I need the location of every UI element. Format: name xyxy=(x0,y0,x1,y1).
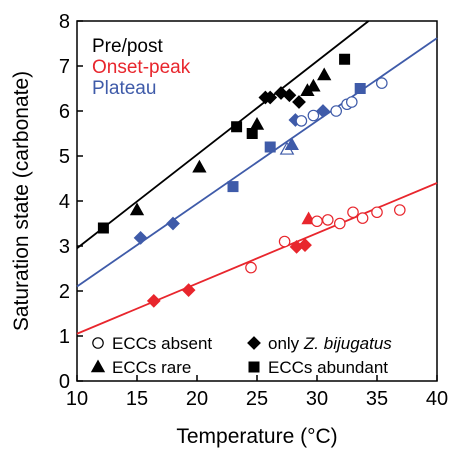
data-point-series-0-triangle xyxy=(306,78,321,92)
x-tick-label: 25 xyxy=(246,388,268,410)
data-point-series-0-triangle xyxy=(317,67,332,81)
y-tick-label: 2 xyxy=(59,281,70,303)
fit-line-series-2 xyxy=(76,37,438,288)
data-point-series-2-square xyxy=(264,141,276,153)
data-point-series-0-triangle xyxy=(192,159,207,173)
data-point-series-0-diamond xyxy=(263,90,278,105)
data-point-series-1-diamond xyxy=(146,293,161,308)
marker-legend: ECCs absent only Z. bijugatus ECCs rare … xyxy=(90,334,392,377)
marker-legend-label-only: only xyxy=(268,334,304,353)
data-point-series-1-circle xyxy=(311,215,323,228)
x-tick-label: 10 xyxy=(66,388,88,410)
marker-legend-item-ecc-rare xyxy=(90,359,106,373)
y-axis-label: Saturation state (carbonate) xyxy=(10,71,33,331)
x-axis-label: Temperature (°C) xyxy=(176,425,337,448)
marker-legend-symbol-square xyxy=(248,361,260,373)
data-point-series-0-triangle xyxy=(129,202,145,216)
data-point-series-2-triangle xyxy=(284,137,299,151)
series-legend: Pre/post Onset-peak Plateau xyxy=(92,36,191,99)
data-point-series-0-diamond xyxy=(282,88,297,103)
data-point-series-2-circle xyxy=(295,115,308,127)
data-point-series-0-triangle xyxy=(249,116,265,130)
data-point-series-1-diamond xyxy=(181,283,196,298)
data-point-series-2-diamond xyxy=(316,104,330,118)
y-tick-label: 0 xyxy=(59,371,70,393)
data-point-series-1-circle xyxy=(245,261,257,274)
x-tick-label: 40 xyxy=(426,388,448,410)
data-point-series-0-square xyxy=(246,128,258,139)
x-tick-label: 30 xyxy=(306,388,328,410)
data-point-series-0-square xyxy=(97,222,109,234)
marker-legend-label-ecc-abundant: ECCs abundant xyxy=(268,358,388,377)
data-point-series-0-diamond xyxy=(292,95,306,109)
data-point-series-2-circle xyxy=(307,109,320,122)
marker-legend-label-only-z-bijugatus: only Z. bijugatus xyxy=(268,334,392,353)
y-tick-label: 5 xyxy=(59,146,70,168)
data-point-series-2-circle xyxy=(345,96,358,108)
data-point-series-1-diamond xyxy=(298,238,312,253)
marker-legend-item-only-z-bijugatus xyxy=(247,336,261,350)
data-point-series-2-square xyxy=(227,181,239,193)
tick-marks: 10 15 20 25 30 35 40 0 1 2 3 4 5 6 7 8 xyxy=(59,11,448,410)
y-tick-label: 4 xyxy=(59,191,70,213)
y-tick-label: 6 xyxy=(59,101,70,123)
marker-legend-label-ecc-absent: ECCs absent xyxy=(112,334,212,353)
data-point-series-2-circle xyxy=(330,105,342,117)
data-point-series-1-circle xyxy=(321,214,334,226)
marker-legend-item-ecc-abundant xyxy=(248,361,260,373)
data-point-series-1-circle xyxy=(356,212,369,224)
legend-series-plateau: Plateau xyxy=(92,78,156,99)
marker-legend-item-ecc-absent xyxy=(92,337,104,349)
x-tick-label: 20 xyxy=(186,388,208,410)
y-tick-label: 7 xyxy=(59,56,70,78)
data-points xyxy=(97,53,406,308)
legend-series-pre-post: Pre/post xyxy=(92,36,163,57)
data-point-series-1-circle xyxy=(393,204,406,216)
data-point-series-2-square xyxy=(354,83,366,94)
legend-series-onset-peak: Onset-peak xyxy=(92,57,191,78)
y-tick-label: 1 xyxy=(59,326,70,348)
x-tick-label: 35 xyxy=(366,388,388,410)
marker-legend-symbol-diamond xyxy=(247,336,261,350)
data-point-series-0-square xyxy=(339,53,351,65)
x-tick-label: 15 xyxy=(126,388,148,410)
data-point-series-2-circle xyxy=(375,77,388,89)
marker-legend-symbol-circle xyxy=(92,337,104,349)
fit-line-series-0 xyxy=(76,20,370,249)
marker-legend-label-species: Z. bijugatus xyxy=(303,334,392,353)
data-point-series-1-circle xyxy=(333,217,346,230)
data-point-series-1-circle xyxy=(371,206,383,219)
data-point-series-1-circle xyxy=(347,206,359,219)
y-tick-label: 3 xyxy=(59,236,70,258)
marker-legend-symbol-triangle xyxy=(90,359,106,373)
data-point-series-2-diamond xyxy=(166,216,180,231)
data-point-series-2-diamond xyxy=(133,230,148,245)
data-point-series-1-circle xyxy=(278,235,291,248)
marker-legend-label-ecc-rare: ECCs rare xyxy=(112,358,191,377)
y-tick-label: 8 xyxy=(59,11,70,33)
data-point-series-0-square xyxy=(231,121,243,133)
